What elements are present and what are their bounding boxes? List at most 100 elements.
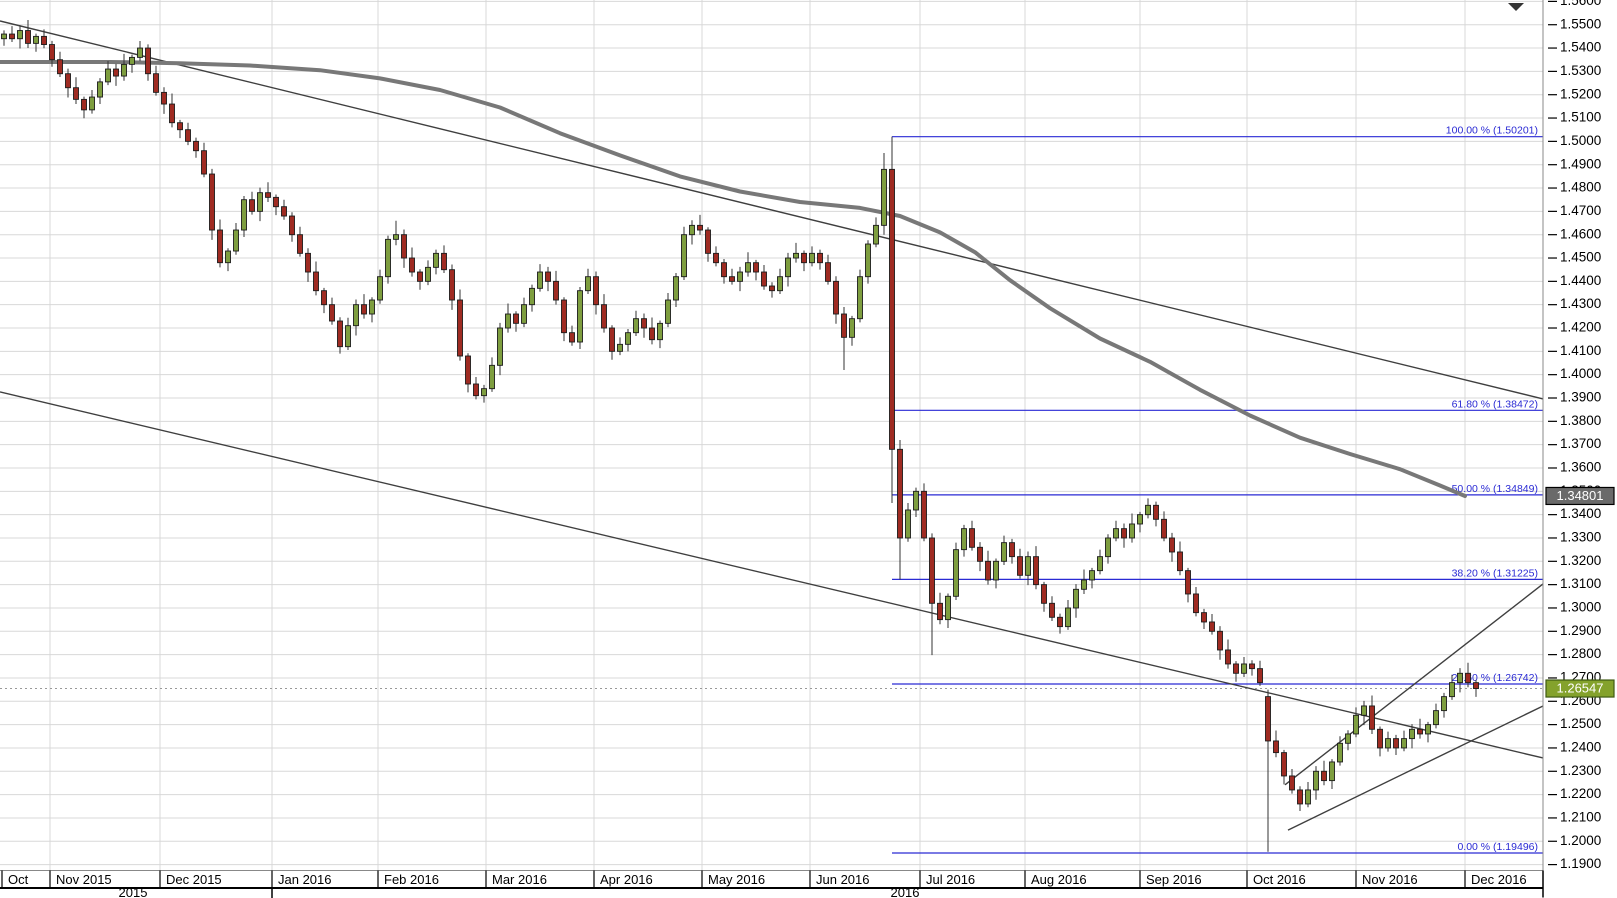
candle-body <box>1121 528 1127 539</box>
candle-body <box>137 47 143 58</box>
candle-body <box>921 490 927 539</box>
price-axis-label: 1.5100 <box>1560 110 1601 125</box>
candle-body <box>1393 738 1399 749</box>
candle-body <box>409 257 415 273</box>
candle-body <box>545 271 551 282</box>
candle-body <box>1113 528 1119 539</box>
price-axis-label: 1.4900 <box>1560 156 1601 171</box>
candle-body <box>673 276 679 301</box>
candle-body <box>705 229 711 254</box>
price-axis-label: 1.3100 <box>1560 576 1601 591</box>
candle-body <box>929 537 935 604</box>
candle-body <box>441 252 447 271</box>
candle-body <box>265 192 271 198</box>
scroll-to-latest-icon[interactable] <box>1508 3 1524 11</box>
candle-body <box>273 196 279 208</box>
candle-body <box>1233 663 1239 674</box>
candle-body <box>17 30 23 40</box>
candle-body <box>1049 602 1055 618</box>
candle-body <box>1025 556 1031 576</box>
price-axis-label: 1.4400 <box>1560 273 1601 288</box>
month-label: Oct 2016 <box>1253 872 1306 887</box>
candle-body <box>1289 775 1295 791</box>
candle-body <box>745 262 751 273</box>
candle-body <box>665 299 671 324</box>
trendline[interactable] <box>0 391 1544 759</box>
candle-body <box>1057 616 1063 628</box>
candle-body <box>81 98 87 111</box>
candle-body <box>1089 570 1095 581</box>
candle-body <box>1081 579 1087 590</box>
candle-body <box>201 150 207 175</box>
month-label: Oct <box>8 872 29 887</box>
month-label: Dec 2015 <box>166 872 222 887</box>
price-axis-label: 1.4200 <box>1560 320 1601 335</box>
candle-body <box>761 271 767 287</box>
candle-body <box>153 73 159 93</box>
price-axis-label: 1.2200 <box>1560 786 1601 801</box>
candle-body <box>1249 663 1255 670</box>
candle-body <box>777 276 783 292</box>
price-axis-label: 1.5000 <box>1560 133 1601 148</box>
price-axis-label: 1.3300 <box>1560 530 1601 545</box>
fibonacci-level-label: 100.00 % (1.50201) <box>1446 125 1538 137</box>
candle-body <box>905 509 911 539</box>
month-label: Jan 2016 <box>278 872 332 887</box>
month-label: Jul 2016 <box>926 872 975 887</box>
candle-body <box>113 68 119 77</box>
price-axis-label: 1.4800 <box>1560 180 1601 195</box>
candle-body <box>1321 770 1327 782</box>
trendline[interactable] <box>1287 705 1544 831</box>
candle-body <box>609 327 615 352</box>
candle-body <box>161 91 167 105</box>
candle-body <box>1369 705 1375 730</box>
candle-body <box>889 168 895 450</box>
candle-body <box>1257 668 1263 684</box>
candle-body <box>97 81 103 98</box>
candle-body <box>1129 523 1135 539</box>
price-axis-label: 1.2100 <box>1560 810 1601 825</box>
candle-body <box>49 44 55 61</box>
price-axis-label: 1.2000 <box>1560 833 1601 848</box>
candle-body <box>1449 682 1455 698</box>
candle-body <box>297 234 303 254</box>
candle-body <box>425 266 431 282</box>
candle-body <box>1385 738 1391 749</box>
candle-body <box>625 332 631 345</box>
candle-body <box>1185 570 1191 595</box>
candle-body <box>1313 770 1319 791</box>
price-axis-label: 1.5400 <box>1560 40 1601 55</box>
trendline[interactable] <box>1284 583 1544 786</box>
candle-body <box>417 271 423 282</box>
candle-body <box>489 364 495 390</box>
candle-body <box>1297 789 1303 805</box>
price-axis-label: 1.2300 <box>1560 763 1601 778</box>
trendline[interactable] <box>0 20 1544 400</box>
candle-body <box>1105 537 1111 558</box>
candle-body <box>249 199 255 212</box>
month-label: May 2016 <box>708 872 765 887</box>
candle-body <box>1353 714 1359 735</box>
fibonacci-level-label: 0.00 % (1.19496) <box>1457 841 1538 853</box>
candle-body <box>737 271 743 282</box>
candle-body <box>505 313 511 329</box>
candle-body <box>1097 556 1103 572</box>
price-axis-label: 1.2900 <box>1560 623 1601 638</box>
candle-body <box>209 173 215 231</box>
candle-body <box>793 252 799 259</box>
candle-body <box>1441 696 1447 712</box>
candle-body <box>785 257 791 278</box>
candle-body <box>73 87 79 100</box>
candle-body <box>713 252 719 264</box>
candle-body <box>953 549 959 597</box>
candle-body <box>377 276 383 301</box>
candle-body <box>1361 705 1367 716</box>
candle-body <box>817 252 823 264</box>
ma-price-box <box>1545 486 1615 506</box>
candle-body <box>537 271 543 289</box>
year-label: 2016 <box>891 885 920 898</box>
candle-body <box>1265 696 1271 742</box>
candle-body <box>561 299 567 334</box>
candle-body <box>497 327 503 366</box>
